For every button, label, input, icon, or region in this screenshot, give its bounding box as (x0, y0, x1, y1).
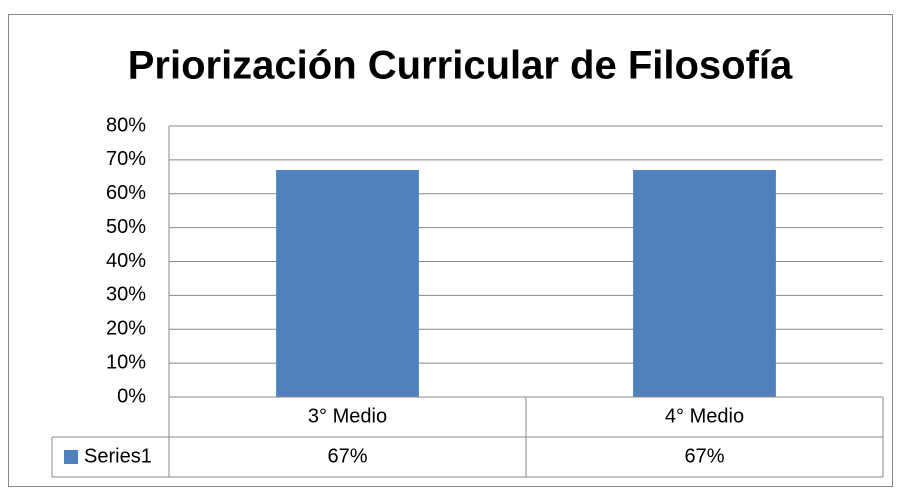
legend-key (64, 450, 78, 464)
data-table-value: 67% (684, 445, 724, 467)
y-tick-label: 0% (117, 385, 146, 407)
y-tick-label: 70% (106, 148, 146, 170)
y-tick-label: 20% (106, 318, 146, 340)
bar (633, 170, 776, 397)
y-tick-label: 30% (106, 284, 146, 306)
y-tick-label: 60% (106, 182, 146, 204)
y-tick-label: 40% (106, 250, 146, 272)
y-tick-label: 10% (106, 351, 146, 373)
bar (276, 170, 419, 397)
data-table-value: 67% (327, 445, 367, 467)
y-tick-label: 80% (106, 114, 146, 136)
legend-label: Series1 (84, 445, 152, 467)
x-tick-label: 3° Medio (308, 405, 387, 427)
y-tick-label: 50% (106, 216, 146, 238)
x-tick-label: 4° Medio (665, 405, 744, 427)
chart-title: Priorización Curricular de Filosofía (128, 44, 793, 88)
